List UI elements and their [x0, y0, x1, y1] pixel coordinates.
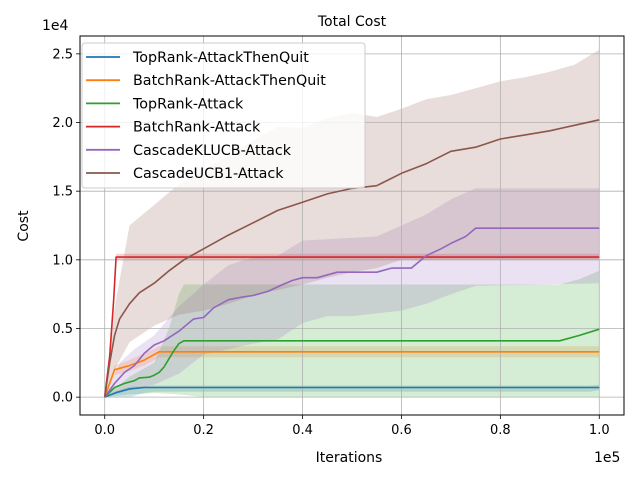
chart-title: Total Cost	[317, 14, 387, 30]
legend-box	[81, 42, 366, 189]
series-line-cascadeklucb-attack	[104, 227, 600, 398]
legend-label: TopRank-AttackThenQuit	[132, 50, 309, 66]
x-axis-ticks: 0.0 0.2 0.4 0.6 0.8 1.0	[94, 415, 610, 438]
x-tick-label: 0.2	[193, 423, 214, 438]
x-tick-label: 0.0	[94, 423, 115, 438]
y-tick-label: 1.0	[52, 253, 73, 268]
band-cascadeklucb-attack	[104, 188, 600, 398]
legend-item-toprank-attack: TopRank-Attack	[86, 96, 244, 112]
series-line-cascadeucb1-attack	[103, 119, 600, 398]
x-axis-label: Iterations	[316, 450, 383, 466]
x-tick-label: 0.6	[391, 423, 412, 438]
band-toprank-attack	[104, 270, 600, 398]
y-axis-multiplier: 1e4	[42, 18, 69, 34]
series-line-toprank-attack	[104, 328, 600, 398]
confidence-bands	[104, 49, 600, 398]
series-line-toprank-attackthenquit	[104, 386, 600, 398]
y-tick-label: 2.0	[52, 116, 73, 131]
legend-label: CascadeKLUCB-Attack	[133, 143, 292, 159]
y-axis-label: Cost	[16, 210, 32, 242]
y-tick-label: 0.5	[52, 322, 73, 337]
legend-label: TopRank-Attack	[132, 96, 244, 112]
y-axis-ticks: 0.0 0.5 1.0 1.5 2.0 2.5	[52, 47, 80, 406]
y-tick-label: 0.0	[52, 391, 73, 406]
legend-item-cascadeucb1-attack: CascadeUCB1-Attack	[86, 166, 284, 182]
x-tick-label: 1.0	[589, 423, 610, 438]
y-tick-label: 2.5	[52, 47, 73, 62]
x-axis-multiplier: 1e5	[594, 450, 620, 466]
y-tick-label: 1.5	[52, 185, 73, 200]
series-line-batchrank-attackthenquit	[103, 351, 600, 398]
legend-item-toprank-attackthenquit: TopRank-AttackThenQuit	[86, 50, 309, 66]
axes-frame	[79, 35, 625, 416]
legend-label: CascadeUCB1-Attack	[133, 166, 284, 182]
legend-label: BatchRank-AttackThenQuit	[133, 73, 326, 89]
legend-label: BatchRank-Attack	[133, 120, 261, 136]
plot-area	[79, 35, 625, 416]
x-tick-label: 0.4	[292, 423, 313, 438]
x-tick-label: 0.8	[490, 423, 511, 438]
band-cascadeucb1-attack	[104, 49, 600, 398]
legend: TopRank-AttackThenQuit BatchRank-AttackTh…	[81, 42, 366, 189]
legend-item-cascadeklucb-attack: CascadeKLUCB-Attack	[86, 143, 292, 159]
legend-item-batchrank-attack: BatchRank-Attack	[86, 120, 261, 136]
series-lines	[103, 119, 600, 398]
legend-item-batchrank-attackthenquit: BatchRank-AttackThenQuit	[86, 73, 326, 89]
